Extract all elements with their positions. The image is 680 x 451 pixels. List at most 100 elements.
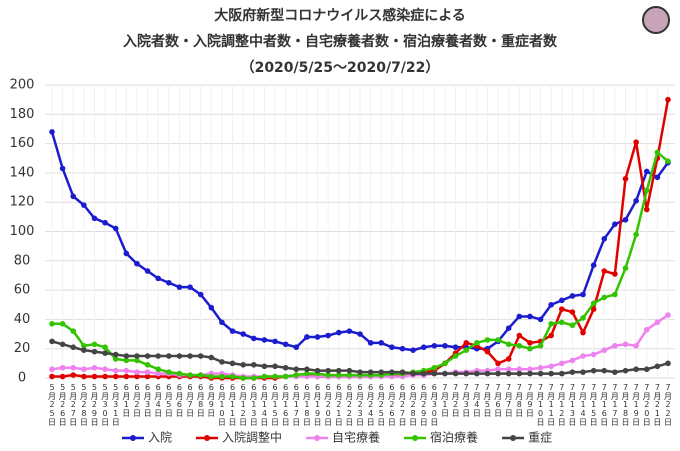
point bbox=[293, 372, 300, 378]
point bbox=[325, 372, 331, 378]
point bbox=[516, 313, 523, 320]
x-tick-label: 6月30日 bbox=[430, 383, 439, 427]
point bbox=[134, 353, 140, 359]
point bbox=[537, 342, 544, 349]
y-tick-label: 200 bbox=[10, 78, 35, 93]
point bbox=[81, 202, 87, 208]
y-tick-label: 140 bbox=[10, 165, 35, 180]
point bbox=[495, 370, 501, 377]
point bbox=[81, 342, 87, 349]
point bbox=[580, 315, 586, 321]
point bbox=[527, 366, 533, 373]
y-tick-label: 60 bbox=[14, 283, 31, 298]
point bbox=[442, 342, 448, 349]
point bbox=[123, 373, 130, 380]
x-tick-label: 6月26日 bbox=[387, 383, 396, 427]
x-tick-label: 6月9日 bbox=[207, 383, 216, 418]
point bbox=[123, 353, 130, 359]
point bbox=[134, 369, 140, 375]
point bbox=[399, 345, 406, 352]
point bbox=[665, 158, 671, 164]
x-tick-label: 5月31日 bbox=[111, 383, 120, 427]
point bbox=[558, 319, 565, 326]
legend-label: 宿泊療養 bbox=[430, 430, 478, 445]
point bbox=[527, 313, 533, 320]
point bbox=[70, 328, 77, 334]
point bbox=[558, 306, 565, 312]
point bbox=[176, 284, 183, 290]
x-tick-label: 6月23日 bbox=[356, 383, 365, 427]
point bbox=[282, 341, 289, 348]
point bbox=[665, 96, 671, 103]
point bbox=[304, 370, 310, 377]
x-tick-label: 7月19日 bbox=[632, 383, 641, 427]
point bbox=[590, 351, 597, 358]
point bbox=[548, 370, 554, 377]
point bbox=[250, 362, 257, 368]
point bbox=[293, 344, 300, 351]
x-tick-label: 7月13日 bbox=[568, 383, 577, 427]
point bbox=[548, 301, 554, 308]
point bbox=[102, 373, 108, 380]
point bbox=[70, 193, 77, 200]
x-tick-label: 7月14日 bbox=[579, 383, 588, 427]
point bbox=[155, 370, 162, 377]
point bbox=[282, 364, 289, 371]
point bbox=[442, 360, 448, 367]
x-tick-label: 6月3日 bbox=[143, 383, 152, 418]
x-tick-label: 7月11日 bbox=[547, 383, 556, 427]
point bbox=[654, 319, 661, 326]
x-tick-label: 6月5日 bbox=[164, 383, 173, 418]
y-tick-label: 160 bbox=[10, 136, 35, 151]
x-tick-label: 7月4日 bbox=[472, 383, 481, 418]
point bbox=[516, 366, 523, 373]
point bbox=[601, 367, 608, 374]
point bbox=[314, 367, 321, 374]
point bbox=[558, 360, 565, 367]
point bbox=[580, 369, 586, 375]
legend-label: 入院調整中 bbox=[222, 430, 282, 445]
chart-title: 大阪府新型コロナウイルス感染症による bbox=[214, 7, 466, 24]
point bbox=[431, 370, 438, 377]
point bbox=[187, 353, 193, 359]
x-tick-label: 7月22日 bbox=[664, 383, 673, 427]
x-tick-label: 7月10日 bbox=[536, 383, 545, 427]
point bbox=[558, 297, 565, 304]
point bbox=[335, 372, 342, 378]
point bbox=[643, 326, 650, 333]
point bbox=[633, 197, 639, 204]
point bbox=[548, 332, 554, 339]
point bbox=[622, 175, 629, 182]
point bbox=[81, 373, 87, 380]
point bbox=[346, 367, 353, 374]
point bbox=[580, 353, 586, 359]
point bbox=[112, 356, 119, 362]
point bbox=[229, 328, 236, 334]
point bbox=[452, 353, 459, 359]
point bbox=[643, 206, 650, 213]
point bbox=[378, 340, 385, 346]
x-tick-label: 7月17日 bbox=[610, 383, 619, 427]
point bbox=[346, 328, 353, 334]
point bbox=[314, 334, 321, 340]
legend-marker bbox=[314, 435, 321, 441]
point bbox=[91, 215, 98, 222]
point bbox=[622, 265, 629, 271]
point bbox=[59, 364, 66, 371]
point bbox=[643, 187, 650, 194]
point bbox=[49, 338, 55, 345]
point bbox=[537, 316, 544, 323]
point bbox=[112, 351, 119, 358]
point bbox=[197, 353, 204, 359]
point bbox=[537, 364, 544, 371]
point bbox=[304, 366, 310, 373]
x-tick-label: 6月7日 bbox=[186, 383, 195, 418]
legend-marker bbox=[204, 435, 211, 441]
avatar-icon bbox=[642, 6, 670, 34]
point bbox=[612, 291, 618, 298]
point bbox=[166, 353, 172, 359]
point bbox=[527, 370, 533, 377]
x-tick-label: 6月15日 bbox=[271, 383, 280, 427]
point bbox=[590, 306, 597, 312]
point bbox=[452, 344, 459, 351]
